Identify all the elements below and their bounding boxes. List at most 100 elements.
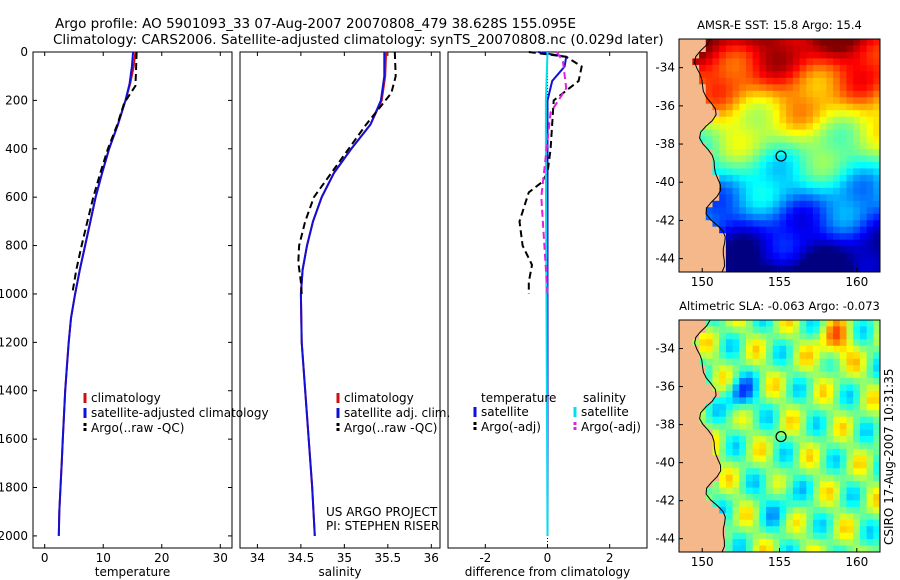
map-cell	[786, 545, 794, 553]
map-cell	[759, 339, 767, 347]
map-cell	[826, 423, 834, 431]
map-cell	[859, 436, 868, 443]
map-cell	[719, 487, 727, 495]
map-cell	[725, 220, 734, 228]
map-cell	[873, 339, 881, 347]
map-cell	[839, 545, 847, 553]
map-cell	[752, 246, 760, 254]
map-cell	[679, 103, 687, 111]
map-cell	[853, 365, 861, 373]
y-tick-label: -44	[655, 532, 675, 546]
map-cell	[799, 378, 807, 385]
map-cell	[819, 442, 827, 450]
map-cell	[692, 161, 700, 169]
map-cell	[752, 526, 760, 534]
x-tick-label: 160	[845, 555, 868, 569]
map-cell	[705, 168, 713, 176]
map-cell	[719, 442, 727, 450]
legend-entry: satellite	[481, 405, 529, 419]
map-cell	[679, 365, 687, 373]
map-cell	[759, 320, 767, 327]
map-cell	[685, 77, 693, 85]
map-cell	[679, 207, 687, 215]
map-cell	[826, 448, 834, 456]
map-cell	[873, 326, 881, 334]
map-cell	[873, 474, 881, 482]
map-cell	[799, 71, 807, 79]
map-cell	[759, 97, 767, 105]
map-cell	[739, 442, 747, 450]
map-cell	[819, 326, 827, 334]
map-cell	[766, 461, 774, 469]
map-cell	[779, 252, 787, 260]
map-cell	[779, 481, 787, 489]
map-cell	[725, 513, 734, 521]
map-cell	[813, 416, 821, 424]
map-cell	[813, 532, 821, 540]
map-cell	[705, 506, 713, 514]
map-cell	[853, 513, 861, 521]
map-cell	[813, 494, 821, 501]
map-cell	[772, 265, 780, 273]
map-cell	[792, 239, 801, 247]
map-cell	[779, 474, 787, 482]
map-cell	[746, 506, 754, 514]
map-cell	[739, 519, 747, 527]
map-cell	[859, 384, 868, 392]
map-cell	[786, 436, 794, 443]
map-cell	[746, 352, 754, 360]
map-cell	[846, 174, 854, 182]
map-cell	[853, 532, 861, 540]
map-cell	[732, 532, 740, 540]
map-cell	[739, 403, 747, 411]
map-cell	[772, 233, 780, 241]
map-cell	[786, 220, 794, 228]
y-tick-label: 2000	[0, 529, 28, 543]
y-tick-label: -36	[655, 380, 675, 394]
map-cell	[779, 539, 787, 547]
map-cell	[759, 220, 767, 228]
map-cell	[786, 97, 794, 105]
map-cell	[759, 365, 767, 373]
map-cell	[826, 252, 834, 260]
map-cell	[732, 181, 740, 189]
map-cell	[692, 345, 700, 353]
map-cell	[692, 448, 700, 456]
map-cell	[819, 358, 827, 366]
map-cell	[725, 436, 734, 443]
map-cell	[705, 339, 713, 347]
map-cell	[705, 64, 713, 72]
map-cell	[746, 181, 754, 189]
map-cell	[853, 481, 861, 489]
map-cell	[692, 142, 700, 150]
map-cell	[799, 155, 807, 163]
map-cell	[699, 500, 707, 508]
map-cell	[766, 320, 774, 327]
map-cell	[752, 448, 760, 456]
map-cell	[739, 320, 747, 327]
map-cell	[705, 429, 713, 437]
map-cell	[719, 142, 727, 150]
map-cell	[699, 416, 707, 424]
map-cell	[813, 390, 821, 398]
map-cell	[806, 252, 814, 260]
map-cell	[839, 326, 847, 334]
map-cell	[699, 168, 707, 176]
map-cell	[712, 265, 720, 273]
salinity-profile-panel: 34 34.5 35 35.5 36salinityclimatologysatelli…	[239, 51, 450, 579]
map-cell	[766, 326, 774, 334]
map-cell	[859, 265, 868, 273]
map-cell	[739, 332, 747, 340]
map-cell	[806, 142, 814, 150]
map-cell	[859, 358, 868, 366]
map-cell	[719, 371, 727, 379]
map-cell	[732, 500, 740, 508]
y-tick-label: -40	[655, 456, 675, 470]
map-cell	[732, 71, 740, 79]
map-cell	[866, 58, 874, 66]
map-cell	[792, 461, 801, 469]
map-cell	[752, 332, 760, 340]
map-cell	[833, 123, 841, 131]
map-cell	[699, 487, 707, 495]
map-cell	[752, 461, 760, 469]
